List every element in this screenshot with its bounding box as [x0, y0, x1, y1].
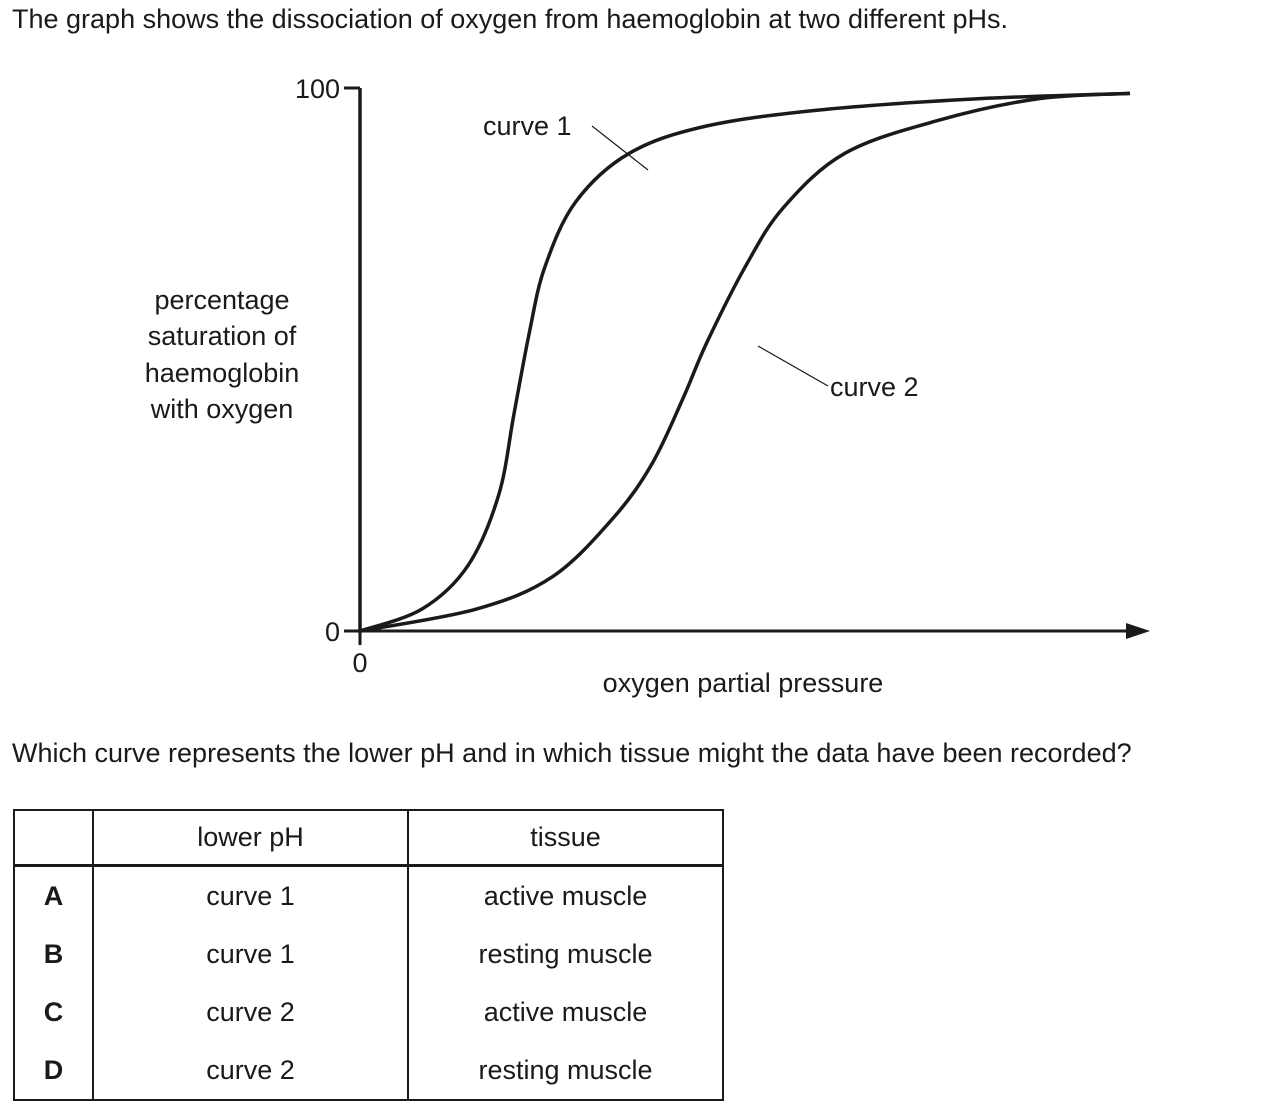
answer-table: lower pH tissue A curve 1 active muscle … — [13, 809, 724, 1101]
y-axis-label-line: haemoglobin — [144, 358, 300, 388]
table-row[interactable]: C curve 2 active muscle — [14, 983, 723, 1041]
option-letter: B — [14, 925, 94, 983]
option-tissue: resting muscle — [478, 1054, 653, 1085]
option-lower-ph: curve 1 — [93, 925, 409, 983]
x-axis-arrow — [1126, 623, 1150, 639]
table-row[interactable]: D curve 2 resting muscle — [14, 1041, 723, 1100]
x-axis-label: oxygen partial pressure — [603, 668, 884, 698]
series-line-2 — [359, 91, 1131, 633]
option-lower-ph: curve 2 — [93, 983, 409, 1041]
option-lower-ph: curve 1 — [93, 865, 409, 925]
curve-2-label: curve 2 — [830, 372, 919, 402]
table-row[interactable]: B curve 1 resting muscle — [14, 925, 723, 983]
y-tick-label: 100 — [295, 74, 340, 104]
y-axis-label-line: with oxygen — [150, 394, 294, 424]
curve-1-leader-line — [591, 125, 649, 171]
option-tissue: active muscle — [483, 996, 648, 1027]
table-header-cell — [14, 810, 94, 867]
series-line-1 — [359, 91, 1131, 633]
option-tissue: active muscle — [483, 880, 648, 911]
curve-1-label: curve 1 — [483, 111, 572, 141]
x-tick-label: 0 — [352, 648, 367, 678]
y-axis-label-line: percentage — [154, 285, 290, 315]
table-header-row: lower pH tissue — [14, 810, 723, 867]
y-tick-label: 0 — [325, 617, 340, 647]
option-letter: A — [14, 865, 94, 925]
option-tissue: resting muscle — [478, 938, 653, 969]
curve-2-leader-line — [757, 345, 829, 387]
option-letter: D — [14, 1041, 94, 1100]
table-header-cell: lower pH — [93, 810, 409, 867]
table-row[interactable]: A curve 1 active muscle — [14, 865, 723, 925]
option-letter: C — [14, 983, 94, 1041]
intro-text: The graph shows the dissociation of oxyg… — [12, 4, 1009, 34]
table-header-cell: tissue — [408, 810, 723, 867]
y-axis-label-line: saturation of — [147, 321, 297, 351]
dissociation-chart: 100 00 oxygen partial pressure curve 1 curve… — [295, 74, 1150, 698]
option-lower-ph: curve 2 — [93, 1041, 409, 1100]
question-text: Which curve represents the lower pH and … — [12, 738, 1132, 768]
